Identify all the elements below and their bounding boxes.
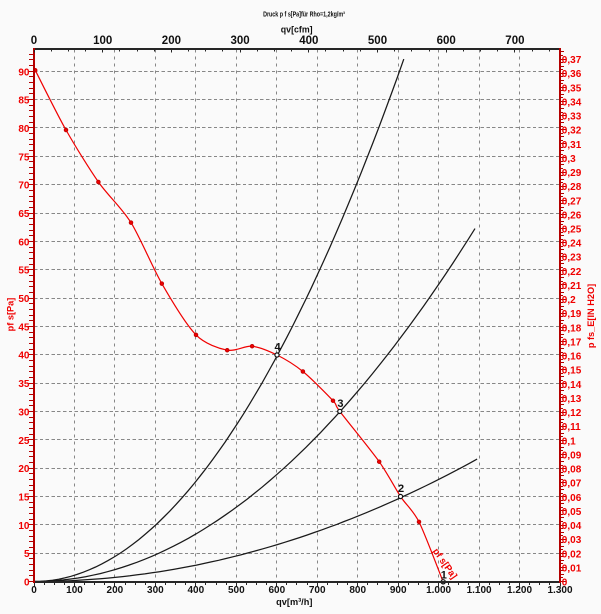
svg-text:0,18: 0,18: [562, 323, 582, 334]
svg-text:0: 0: [24, 578, 30, 589]
svg-text:0,01: 0,01: [562, 563, 582, 574]
svg-text:45: 45: [18, 322, 30, 333]
svg-text:0,06: 0,06: [562, 493, 582, 504]
svg-text:1.100: 1.100: [467, 585, 492, 596]
svg-text:3: 3: [337, 398, 343, 410]
svg-text:1: 1: [441, 570, 447, 582]
svg-text:100: 100: [66, 585, 83, 596]
svg-text:0,27: 0,27: [562, 196, 582, 207]
svg-text:0,15: 0,15: [562, 366, 582, 377]
svg-text:500: 500: [368, 35, 387, 47]
svg-text:400: 400: [299, 35, 318, 47]
svg-text:900: 900: [390, 585, 407, 596]
svg-text:0,11: 0,11: [562, 422, 581, 433]
svg-text:1.000: 1.000: [426, 585, 451, 596]
svg-text:300: 300: [231, 35, 250, 47]
svg-text:0,34: 0,34: [562, 97, 582, 108]
svg-text:0,26: 0,26: [562, 210, 582, 221]
svg-text:0,33: 0,33: [562, 112, 582, 123]
svg-text:80: 80: [18, 124, 30, 135]
svg-text:500: 500: [228, 585, 245, 596]
svg-text:600: 600: [437, 35, 456, 47]
svg-text:700: 700: [505, 35, 524, 47]
svg-text:qv[m³/h]: qv[m³/h]: [276, 597, 312, 607]
svg-text:pf s[Pa]: pf s[Pa]: [6, 298, 16, 332]
svg-text:35: 35: [18, 379, 30, 390]
svg-text:0,14: 0,14: [562, 380, 582, 391]
svg-text:0,08: 0,08: [562, 465, 582, 476]
svg-text:300: 300: [147, 585, 164, 596]
svg-text:100: 100: [93, 35, 112, 47]
svg-text:10: 10: [18, 521, 30, 532]
svg-text:0,07: 0,07: [562, 479, 582, 490]
svg-text:200: 200: [107, 585, 124, 596]
svg-text:400: 400: [187, 585, 204, 596]
svg-text:75: 75: [18, 152, 30, 163]
svg-text:40: 40: [18, 351, 30, 362]
svg-text:600: 600: [268, 585, 285, 596]
svg-text:0,1: 0,1: [562, 436, 576, 447]
svg-text:700: 700: [309, 585, 326, 596]
svg-text:60: 60: [18, 237, 30, 248]
svg-text:70: 70: [18, 181, 30, 192]
svg-text:0,02: 0,02: [562, 549, 582, 560]
svg-text:0,09: 0,09: [562, 450, 582, 461]
svg-text:30: 30: [18, 407, 30, 418]
svg-text:90: 90: [18, 67, 30, 78]
svg-text:0,2: 0,2: [562, 295, 576, 306]
svg-text:0,24: 0,24: [562, 239, 582, 250]
svg-text:2: 2: [398, 483, 404, 495]
svg-text:0: 0: [31, 585, 37, 596]
svg-text:qv[cfm]: qv[cfm]: [281, 25, 313, 35]
svg-text:0,03: 0,03: [562, 535, 582, 546]
svg-text:1.300: 1.300: [547, 585, 572, 596]
svg-text:0,13: 0,13: [562, 394, 582, 405]
svg-text:65: 65: [18, 209, 30, 220]
svg-text:0,22: 0,22: [562, 267, 582, 278]
svg-text:0,04: 0,04: [562, 521, 582, 532]
svg-text:0,05: 0,05: [562, 507, 582, 518]
svg-text:0: 0: [562, 578, 568, 589]
svg-text:0,29: 0,29: [562, 168, 582, 179]
svg-text:4: 4: [275, 342, 282, 354]
svg-text:20: 20: [18, 464, 30, 475]
svg-text:0,32: 0,32: [562, 126, 582, 137]
svg-text:0,16: 0,16: [562, 352, 582, 363]
svg-text:0,19: 0,19: [562, 309, 582, 320]
svg-text:0,31: 0,31: [562, 140, 582, 151]
svg-text:0,17: 0,17: [562, 338, 582, 349]
svg-text:0,3: 0,3: [562, 154, 576, 165]
svg-text:85: 85: [18, 96, 30, 107]
svg-text:0,37: 0,37: [562, 55, 582, 66]
svg-text:25: 25: [18, 436, 30, 447]
svg-text:50: 50: [18, 294, 30, 305]
svg-text:0,21: 0,21: [562, 281, 582, 292]
svg-text:0,23: 0,23: [562, 253, 582, 264]
svg-text:0: 0: [31, 35, 37, 47]
svg-text:55: 55: [18, 266, 30, 277]
svg-text:200: 200: [162, 35, 181, 47]
svg-text:0,36: 0,36: [562, 69, 582, 80]
svg-text:p fs_E[IN H2O]: p fs_E[IN H2O]: [586, 284, 596, 348]
svg-text:1.200: 1.200: [507, 585, 532, 596]
svg-text:Druck p f s[Pa]für Rho=1,2kg/m: Druck p f s[Pa]für Rho=1,2kg/m³: [263, 11, 345, 19]
svg-text:5: 5: [24, 549, 30, 560]
svg-text:0,12: 0,12: [562, 408, 582, 419]
svg-text:0,28: 0,28: [562, 182, 582, 193]
svg-text:15: 15: [18, 493, 30, 504]
svg-text:0,35: 0,35: [562, 83, 582, 94]
svg-text:800: 800: [349, 585, 366, 596]
svg-text:0,25: 0,25: [562, 225, 582, 236]
